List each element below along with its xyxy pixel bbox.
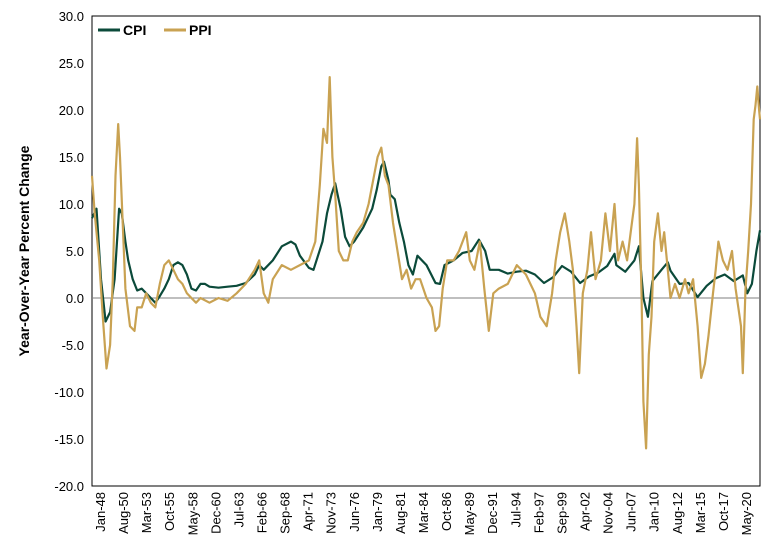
x-tick-label: Aug-12: [670, 492, 685, 534]
x-tick-label: May-89: [462, 492, 477, 535]
x-tick-labels: Jan-48 Aug-50 Mar-53 Oct-55 May-58 Dec-60 Jul-…: [93, 492, 754, 535]
legend: CPI PPI: [98, 22, 212, 38]
y-tick-label: 25.0: [59, 56, 84, 71]
x-tick-label: Mar-84: [416, 492, 431, 533]
x-tick-label: Oct-55: [162, 492, 177, 531]
x-tick-label: Dec-60: [208, 492, 223, 534]
x-tick-label: Oct-86: [439, 492, 454, 531]
x-tick-label: Aug-81: [393, 492, 408, 534]
x-tick-label: Jan-79: [370, 492, 385, 532]
x-tick-label: Dec-91: [485, 492, 500, 534]
x-tick-label: Jan-10: [647, 492, 662, 532]
y-tick-label: 20.0: [59, 103, 84, 118]
y-tick-labels: 30.0 25.0 20.0 15.0 10.0 5.0 0.0 -5.0 -10.0 -15.0…: [54, 9, 84, 494]
x-tick-label: Feb-66: [255, 492, 270, 533]
x-tick-label: Mar-53: [139, 492, 154, 533]
y-tick-label: 10.0: [59, 197, 84, 212]
x-tick-label: Sep-68: [278, 492, 293, 534]
x-tick-label: Jul-94: [508, 492, 523, 527]
x-tick-label: Apr-02: [578, 492, 593, 531]
x-tick-label: Mar-15: [693, 492, 708, 533]
y-tick-label: 0.0: [66, 291, 84, 306]
y-tick-label: -20.0: [54, 479, 84, 494]
y-tick-label: -5.0: [62, 338, 84, 353]
legend-cpi-label: CPI: [123, 22, 146, 38]
x-tick-label: Feb-97: [531, 492, 546, 533]
y-tick-label: 30.0: [59, 9, 84, 24]
x-tick-label: Nov-73: [324, 492, 339, 534]
x-tick-label: May-20: [739, 492, 754, 535]
x-tick-label: Jun-76: [347, 492, 362, 532]
x-tick-label: Jul-63: [231, 492, 246, 527]
y-tick-label: -15.0: [54, 432, 84, 447]
series-lines: [90, 75, 762, 450]
plot-area: [91, 15, 761, 487]
x-tick-label: Oct-17: [716, 492, 731, 531]
x-tick-label: Apr-71: [301, 492, 316, 531]
y-axis-label: Year-Over-Year Percent Change: [16, 145, 32, 356]
y-tick-label: 15.0: [59, 150, 84, 165]
x-tick-label: Jan-48: [93, 492, 108, 532]
x-tick-label: Aug-50: [116, 492, 131, 534]
y-tick-label: -10.0: [54, 385, 84, 400]
x-tick-label: Nov-04: [601, 492, 616, 534]
series-line-ppi: [90, 75, 762, 450]
legend-ppi-label: PPI: [189, 22, 212, 38]
x-tick-label: Jun-07: [624, 492, 639, 532]
x-tick-label: May-58: [185, 492, 200, 535]
x-tick-label: Sep-99: [554, 492, 569, 534]
y-tick-label: 5.0: [66, 244, 84, 259]
